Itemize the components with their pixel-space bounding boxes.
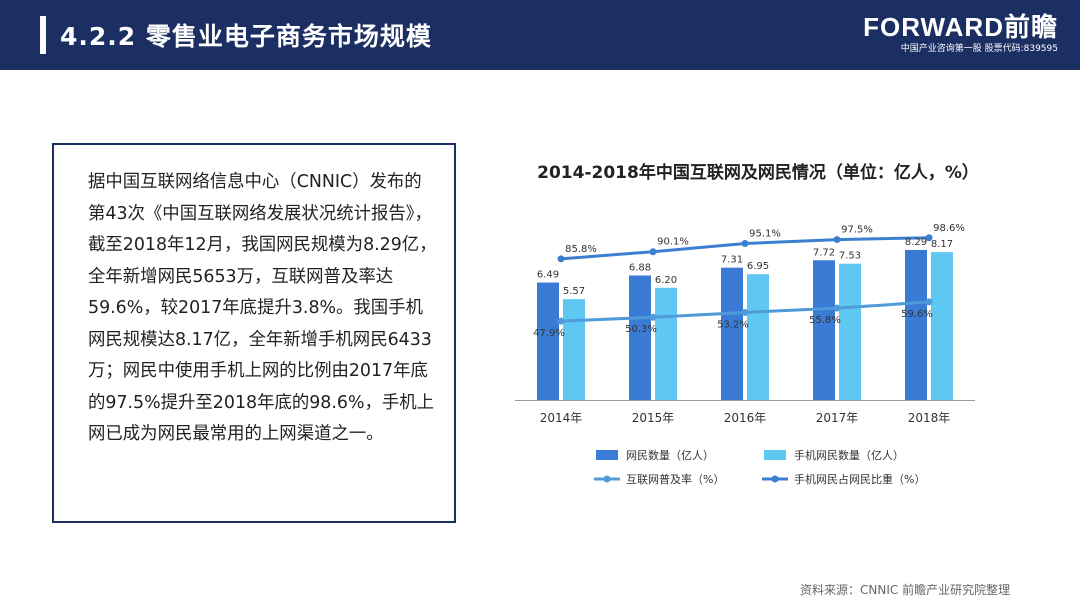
line-0-label-1: 50.3% xyxy=(625,324,657,335)
bar-1-label-3: 7.53 xyxy=(839,251,861,262)
line-1-label-0: 85.8% xyxy=(565,244,597,255)
x-tick-label-1: 2015年 xyxy=(632,411,675,425)
bar-0-0 xyxy=(537,282,559,400)
legend-swatch-1 xyxy=(764,450,786,460)
legend-marker-2 xyxy=(603,475,611,483)
x-tick-label-3: 2017年 xyxy=(816,411,859,425)
bar-0-1 xyxy=(629,275,651,400)
bar-0-4 xyxy=(905,249,927,400)
line-1-point-4 xyxy=(925,234,933,242)
bar-1-label-1: 6.20 xyxy=(655,275,677,286)
bar-1-1 xyxy=(655,287,677,400)
legend-label-3: 手机网民占网民比重（%） xyxy=(794,472,925,486)
line-1-label-2: 95.1% xyxy=(749,229,781,240)
legend-label-1: 手机网民数量（亿人） xyxy=(794,448,904,462)
bar-0-label-0: 6.49 xyxy=(537,270,559,281)
line-0-label-2: 53.2% xyxy=(717,319,749,330)
bar-1-label-0: 5.57 xyxy=(563,286,585,297)
bar-1-label-4: 8.17 xyxy=(931,239,953,250)
summary-text: 据中国互联网络信息中心（CNNIC）发布的第43次《中国互联网络发展状况统计报告… xyxy=(88,172,437,444)
line-1-point-1 xyxy=(649,248,657,256)
legend-swatch-0 xyxy=(596,450,618,460)
line-0-point-0 xyxy=(557,317,565,325)
bar-0-label-1: 6.88 xyxy=(629,262,651,273)
brand-subtitle: 中国产业咨询第一股 股票代码:839595 xyxy=(900,44,1058,54)
brand-block: FORWARD前瞻 中国产业咨询第一股 股票代码:839595 xyxy=(863,12,1058,56)
line-1-label-1: 90.1% xyxy=(657,237,689,248)
line-1-point-3 xyxy=(833,236,841,244)
bar-1-3 xyxy=(839,263,861,400)
bar-0-3 xyxy=(813,260,835,400)
header-bar: 4.2.2 零售业电子商务市场规模 FORWARD前瞻 中国产业咨询第一股 股票… xyxy=(0,0,1080,70)
bar-1-0 xyxy=(563,299,585,400)
line-0-label-0: 47.9% xyxy=(533,328,565,339)
brand-logo: FORWARD前瞻 xyxy=(863,12,1058,42)
source-note: 资料来源：CNNIC 前瞻产业研究院整理 xyxy=(800,583,1011,597)
line-0-point-2 xyxy=(741,308,749,316)
line-0-label-4: 59.6% xyxy=(901,309,933,320)
bar-0-2 xyxy=(721,267,743,400)
bar-0-label-4: 8.29 xyxy=(905,237,927,248)
bar-1-label-2: 6.95 xyxy=(747,261,769,272)
bar-0-label-2: 7.31 xyxy=(721,255,743,266)
line-0-point-1 xyxy=(649,313,657,321)
chart-title: 2014-2018年中国互联网及网民情况（单位：亿人，%） xyxy=(537,163,979,183)
line-1-label-3: 97.5% xyxy=(841,225,873,236)
legend-label-0: 网民数量（亿人） xyxy=(626,449,714,462)
bar-1-2 xyxy=(747,274,769,400)
x-tick-label-2: 2016年 xyxy=(724,411,767,425)
bar-0-label-3: 7.72 xyxy=(813,247,835,258)
summary-text-box: 据中国互联网络信息中心（CNNIC）发布的第43次《中国互联网络发展状况统计报告… xyxy=(52,143,456,523)
line-1-label-4: 98.6% xyxy=(933,223,965,234)
x-tick-label-0: 2014年 xyxy=(540,411,583,425)
x-tick-label-4: 2018年 xyxy=(908,411,951,425)
line-1-point-2 xyxy=(741,240,749,248)
bar-1-4 xyxy=(931,252,953,400)
page-title: 4.2.2 零售业电子商务市场规模 xyxy=(60,22,432,51)
line-1-point-0 xyxy=(557,255,565,263)
title-accent-bar xyxy=(40,16,46,54)
internet-users-chart: 6.49 5.57 6.88 6.20 7.31 6.95 7.72 7.53 8.29 8.17… xyxy=(515,223,975,486)
legend-label-2: 互联网普及率（%） xyxy=(626,472,724,486)
line-0-point-3 xyxy=(833,304,841,312)
legend-marker-3 xyxy=(771,475,779,483)
line-0-label-3: 55.8% xyxy=(809,315,841,326)
line-0-point-4 xyxy=(925,298,933,306)
